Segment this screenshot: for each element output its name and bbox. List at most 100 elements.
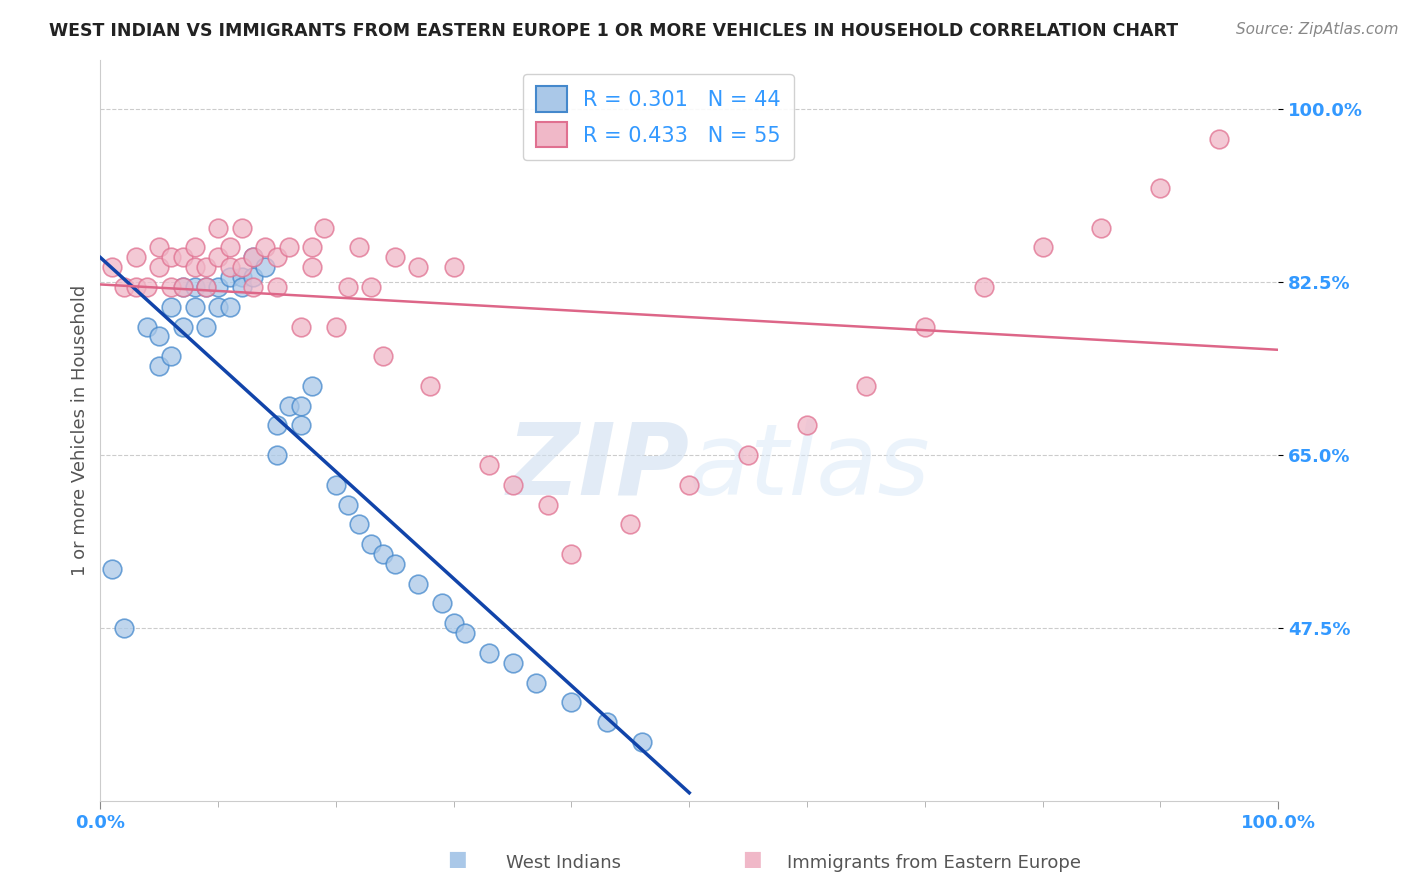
Point <box>125 251 148 265</box>
Point <box>596 715 619 730</box>
Point <box>1208 131 1230 145</box>
Point <box>524 675 547 690</box>
Point <box>172 251 194 265</box>
Point <box>231 280 253 294</box>
Point <box>160 251 183 265</box>
Point <box>349 240 371 254</box>
Legend: R = 0.301   N = 44, R = 0.433   N = 55: R = 0.301 N = 44, R = 0.433 N = 55 <box>523 74 793 160</box>
Point <box>408 576 430 591</box>
Point <box>172 280 194 294</box>
Point <box>419 379 441 393</box>
Point <box>325 319 347 334</box>
Point <box>207 220 229 235</box>
Point <box>148 240 170 254</box>
Point <box>796 418 818 433</box>
Point <box>384 557 406 571</box>
Point <box>349 517 371 532</box>
Text: ZIP: ZIP <box>506 419 689 516</box>
Point <box>478 646 501 660</box>
Point <box>360 537 382 551</box>
Point <box>502 477 524 491</box>
Point <box>266 280 288 294</box>
Point <box>207 251 229 265</box>
Point <box>678 477 700 491</box>
Point <box>443 616 465 631</box>
Point <box>136 280 159 294</box>
Point <box>443 260 465 275</box>
Text: WEST INDIAN VS IMMIGRANTS FROM EASTERN EUROPE 1 OR MORE VEHICLES IN HOUSEHOLD CO: WEST INDIAN VS IMMIGRANTS FROM EASTERN E… <box>49 22 1178 40</box>
Point <box>172 319 194 334</box>
Point <box>148 260 170 275</box>
Text: Immigrants from Eastern Europe: Immigrants from Eastern Europe <box>787 855 1081 872</box>
Point <box>266 448 288 462</box>
Point <box>277 399 299 413</box>
Point <box>231 260 253 275</box>
Point <box>125 280 148 294</box>
Point <box>537 498 560 512</box>
Text: atlas: atlas <box>689 419 931 516</box>
Point <box>314 220 336 235</box>
Point <box>172 280 194 294</box>
Point <box>148 329 170 343</box>
Point <box>254 240 277 254</box>
Point <box>219 260 242 275</box>
Point <box>136 319 159 334</box>
Y-axis label: 1 or more Vehicles in Household: 1 or more Vehicles in Household <box>72 285 89 576</box>
Point <box>195 280 218 294</box>
Point <box>195 319 218 334</box>
Point <box>160 280 183 294</box>
Point <box>242 251 264 265</box>
Point <box>1149 181 1171 195</box>
Point <box>101 260 124 275</box>
Point <box>855 379 877 393</box>
Point <box>231 270 253 285</box>
Point <box>336 280 359 294</box>
Point <box>112 621 135 635</box>
Point <box>195 280 218 294</box>
Point <box>973 280 995 294</box>
Point <box>219 300 242 314</box>
Point <box>1090 220 1112 235</box>
Point <box>478 458 501 472</box>
Point <box>183 300 205 314</box>
Point <box>737 448 759 462</box>
Point <box>242 280 264 294</box>
Point <box>160 349 183 363</box>
Point <box>266 251 288 265</box>
Point <box>454 626 477 640</box>
Point <box>219 270 242 285</box>
Point <box>301 379 323 393</box>
Point <box>183 260 205 275</box>
Point <box>183 240 205 254</box>
Point <box>183 280 205 294</box>
Point <box>371 349 394 363</box>
Point <box>266 418 288 433</box>
Point <box>1032 240 1054 254</box>
Point <box>231 220 253 235</box>
Point <box>207 300 229 314</box>
Text: West Indians: West Indians <box>506 855 621 872</box>
Point <box>360 280 382 294</box>
Point <box>502 656 524 670</box>
Point <box>277 240 299 254</box>
Point <box>371 547 394 561</box>
Point <box>560 695 582 709</box>
Point <box>631 735 654 749</box>
Point <box>219 240 242 254</box>
Point <box>430 597 453 611</box>
Point <box>160 300 183 314</box>
Point <box>290 418 312 433</box>
Point <box>242 251 264 265</box>
Point <box>290 319 312 334</box>
Point <box>325 477 347 491</box>
Point <box>112 280 135 294</box>
Point <box>914 319 936 334</box>
Text: Source: ZipAtlas.com: Source: ZipAtlas.com <box>1236 22 1399 37</box>
Point <box>560 547 582 561</box>
Point <box>408 260 430 275</box>
Point <box>301 260 323 275</box>
Point <box>384 251 406 265</box>
Point <box>195 260 218 275</box>
Point <box>336 498 359 512</box>
Point <box>101 562 124 576</box>
